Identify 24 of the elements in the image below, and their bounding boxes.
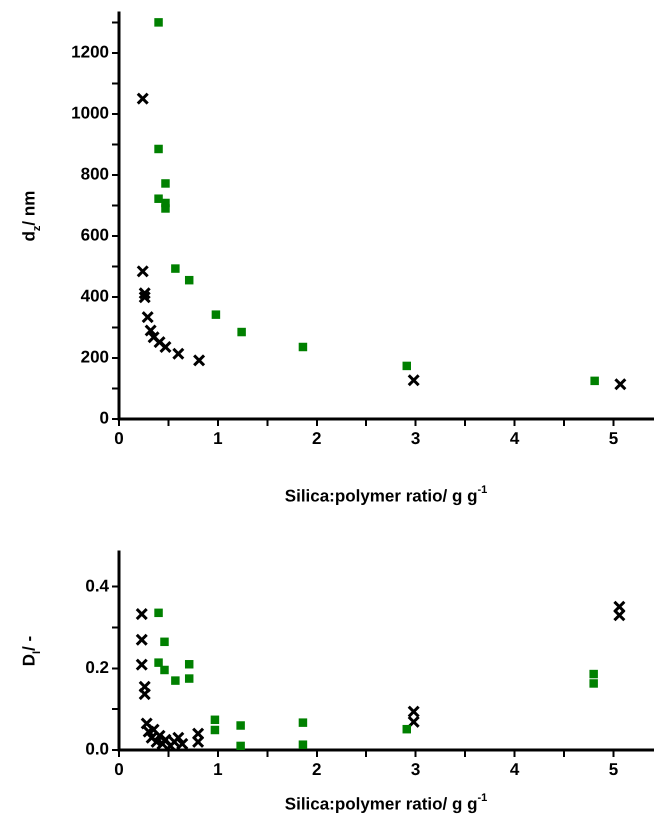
y-tick-label: 0.4 xyxy=(85,576,110,596)
x-tick-label: 4 xyxy=(510,428,520,448)
x-tick-label: 5 xyxy=(608,428,618,448)
x-tick-label: 0 xyxy=(114,428,124,448)
x-tick-label: 2 xyxy=(312,428,322,448)
y-tick-label: 600 xyxy=(80,226,109,245)
y-tick-label: 0 xyxy=(100,408,109,428)
x-tick-label: 4 xyxy=(510,760,520,779)
y-axis-title: dz/ nm xyxy=(20,190,44,242)
x-tick-label: 3 xyxy=(410,428,420,448)
y-tick-label: 1200 xyxy=(71,42,109,62)
x-tick-label: 5 xyxy=(608,760,618,779)
x-tick-label: 1 xyxy=(213,428,223,448)
y-tick-label: 0.0 xyxy=(85,740,109,759)
x-tick-label: 0 xyxy=(114,760,124,779)
y-tick-label: 800 xyxy=(80,164,109,184)
y-tick-label: 200 xyxy=(80,348,109,367)
x-tick-label: 1 xyxy=(213,760,223,779)
y-tick-label: 1000 xyxy=(71,104,109,123)
x-tick-label: 3 xyxy=(410,760,420,779)
y-tick-label: 0.2 xyxy=(85,658,109,678)
y-tick-label: 400 xyxy=(80,286,109,306)
x-tick-label: 2 xyxy=(312,760,322,779)
y-axis-title: DI/ - xyxy=(20,636,44,666)
